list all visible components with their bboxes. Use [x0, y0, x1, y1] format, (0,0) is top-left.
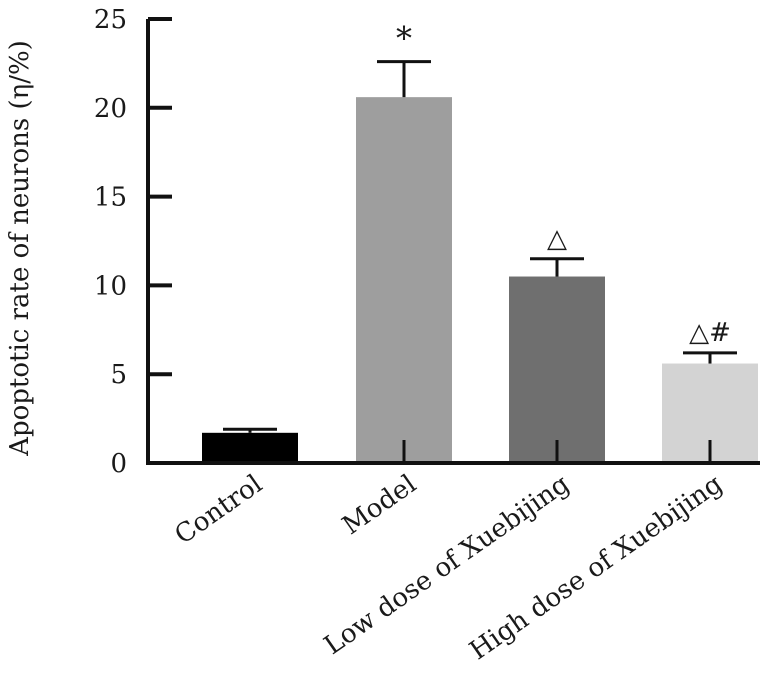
x-tick-label-1: Model [337, 469, 422, 541]
y-tick-label-5: 25 [94, 5, 127, 35]
x-tick-label-2: Low dose of Xuebijing [319, 469, 575, 661]
y-tick-label-4: 20 [94, 94, 127, 124]
annotation-3: △# [689, 318, 731, 348]
bar-2 [509, 276, 605, 463]
y-axis-label: Apoptotic rate of neurons (η/%) [5, 40, 35, 457]
bar-0 [202, 432, 298, 463]
annotation-2: △ [547, 224, 567, 254]
y-tick-label-0: 0 [110, 449, 127, 479]
x-tick-label-3: High dose of Xuebijing [464, 469, 728, 666]
y-tick-label-3: 15 [94, 183, 127, 213]
y-tick-label-1: 5 [110, 360, 127, 390]
x-tick-label-0: Control [170, 469, 268, 550]
y-tick-label-2: 10 [94, 271, 127, 301]
annotation-1: * [396, 20, 412, 58]
bar-1 [356, 97, 452, 464]
